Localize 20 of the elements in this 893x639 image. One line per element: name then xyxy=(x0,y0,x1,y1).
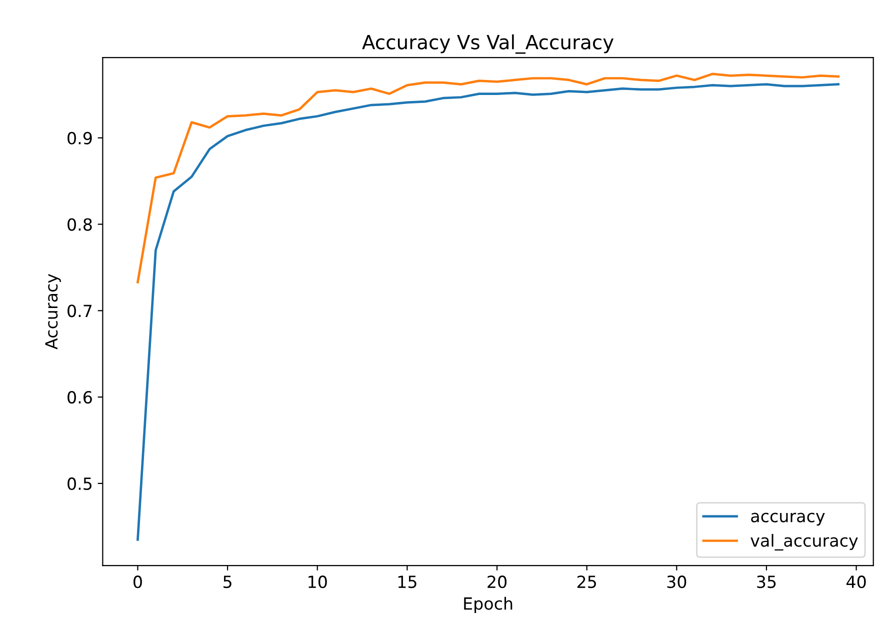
x-tick-label: 15 xyxy=(398,576,416,588)
x-tick-label: 10 xyxy=(308,576,327,588)
x-tick-label: 40 xyxy=(846,576,866,588)
legend-label: val_accuracy xyxy=(750,534,858,551)
y-tick-label: 0.8 xyxy=(68,218,92,231)
x-tick-label: 20 xyxy=(488,576,507,588)
legend-label: accuracy xyxy=(751,512,825,526)
y-tick-label: 0.7 xyxy=(68,304,92,318)
x-tick-label: 0 xyxy=(134,576,142,588)
y-axis-title: Accuracy xyxy=(45,274,61,350)
line-series xyxy=(136,72,840,284)
y-tick-label: 0.5 xyxy=(68,477,92,490)
x-tick-label: 30 xyxy=(667,576,686,588)
x-axis-title: Epoch xyxy=(464,596,512,614)
y-tick-label: 0.9 xyxy=(68,132,92,144)
x-tick-label: 35 xyxy=(757,576,776,588)
chart-title: Accuracy Vs Val_Accuracy xyxy=(362,34,614,54)
y-tick-label: 0.6 xyxy=(68,391,92,404)
x-tick-label: 25 xyxy=(577,576,596,588)
x-tick-label: 5 xyxy=(224,576,232,588)
